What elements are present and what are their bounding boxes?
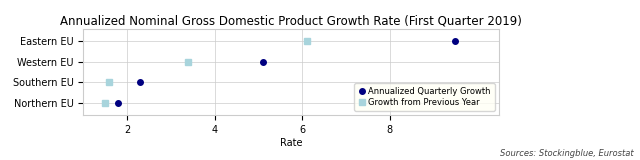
Legend: Annualized Quarterly Growth, Growth from Previous Year: Annualized Quarterly Growth, Growth from… [354, 83, 495, 111]
Text: Sources: Stockingblue, Eurostat: Sources: Stockingblue, Eurostat [500, 149, 634, 158]
Title: Annualized Nominal Gross Domestic Product Growth Rate (First Quarter 2019): Annualized Nominal Gross Domestic Produc… [60, 15, 522, 28]
X-axis label: Rate: Rate [280, 138, 303, 148]
